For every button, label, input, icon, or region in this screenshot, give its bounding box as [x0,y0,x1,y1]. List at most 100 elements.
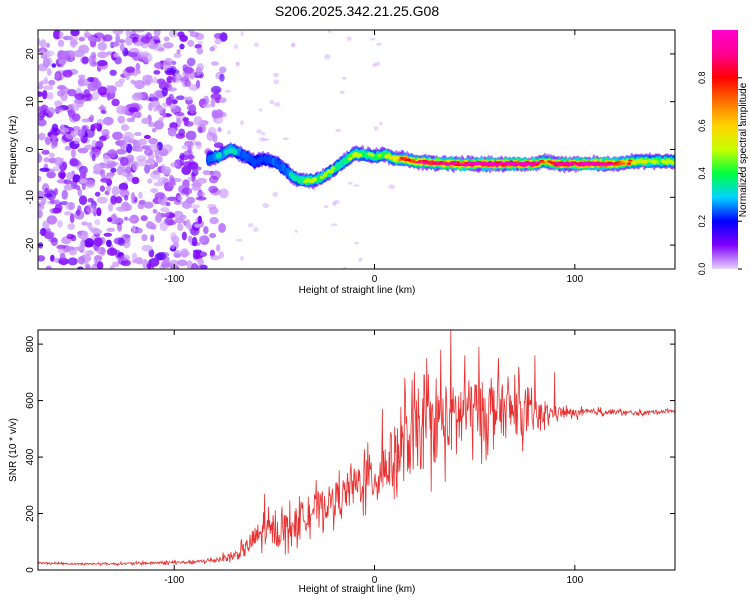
heatmap-ridge-cell [581,163,587,166]
heatmap-noise-cell [217,127,222,133]
heatmap-ridge-cell [252,157,257,167]
heatmap-noise-cell [176,49,181,54]
heatmap-noise-cell [150,225,157,230]
heatmap-noise-cell [195,141,202,150]
heatmap-noise-cell [208,206,219,215]
heatmap-noise-cell [258,137,266,142]
heatmap-noise-cell [45,42,51,48]
heatmap-noise-cell [181,144,188,150]
heatmap-y-tick-label: -10 [25,190,36,205]
heatmap-y-tick-label: -20 [25,237,36,252]
heatmap-noise-cell [240,120,244,126]
heatmap-noise-cell [373,126,379,131]
heatmap-noise-cell [85,180,96,188]
heatmap-noise-cell [158,81,170,91]
heatmap-ridge-cell [508,164,514,166]
heatmap-noise-cell [196,191,206,198]
heatmap-ridge-cell [330,166,336,171]
heatmap-noise-cell [240,31,244,37]
heatmap-noise-cell [197,258,205,265]
heatmap-noise-cell [117,115,126,124]
heatmap-noise-cell [38,209,43,219]
heatmap-noise-cell [91,228,103,235]
colorbar-tick-label: 0.4 [697,167,707,180]
heatmap-noise-cell [282,137,290,141]
heatmap-noise-cell [172,69,180,75]
heatmap-noise-cell [163,36,170,42]
heatmap-noise-cell [209,233,217,239]
heatmap-ridge-cell [347,156,353,161]
heatmap-noise-cell [46,107,56,116]
heatmap-noise-cell [187,39,195,47]
heatmap-noise-cell [41,195,47,205]
heatmap-noise-cell [84,30,90,39]
heatmap-noise-cell [70,148,76,158]
heatmap-noise-cell [170,162,179,168]
colorbar-tick-label: 0.2 [697,215,707,228]
heatmap-noise-cell [39,230,47,235]
heatmap-noise-cell [117,206,127,213]
heatmap-noise-cell [55,72,61,80]
snr-y-tick-label: 800 [25,335,36,352]
heatmap-ridge-cell [431,160,437,163]
heatmap-noise-cell [193,116,203,126]
heatmap-noise-cell [202,170,211,176]
snr-series-line [38,330,675,567]
heatmap-noise-cell [106,160,117,169]
heatmap-noise-cell [38,84,44,90]
heatmap-noise-cell [138,191,143,199]
heatmap-noise-cell [208,175,219,184]
heatmap-noise-cell [127,217,137,222]
heatmap-noise-cell [113,52,120,58]
heatmap-noise-cell [348,181,353,185]
heatmap-noise-cell [191,186,201,191]
heatmap-noise-cell [186,96,193,101]
snr-x-ticks: -100 0 100 [164,330,584,586]
heatmap-noise-cell [185,73,197,78]
heatmap-noise-cell [214,38,222,45]
heatmap-noise-cell [121,168,132,177]
heatmap-noise-cell [77,266,84,269]
heatmap-noise-cell [62,127,69,133]
heatmap-noise-cell [210,255,221,261]
heatmap-noise-cell [162,42,174,49]
heatmap-noise-cell [175,95,185,101]
heatmap-ridge-cell [541,161,546,164]
heatmap-noise-cell [104,190,110,196]
heatmap-noise-cell [211,44,218,50]
heatmap-noise-cell [149,93,155,98]
heatmap-noise-cell [89,114,95,122]
heatmap-ridge-cell [416,161,421,164]
heatmap-noise-cell [171,235,180,244]
snr-panel: 0 200 400 600 800 -100 0 100 SNR (10 * v/v) He… [8,329,676,595]
heatmap-noise-cell [269,99,275,105]
heatmap-noise-cell [133,30,145,33]
heatmap-noise-cell [97,86,108,96]
heatmap-noise-cell [72,126,81,132]
heatmap-noise-cell [91,139,97,148]
heatmap-noise-cell [162,144,173,154]
heatmap-noise-cell [194,223,201,228]
heatmap-noise-cell [166,220,177,226]
heatmap-noise-cell [347,36,352,42]
heatmap-noise-cell [111,186,120,197]
heatmap-ridge-cell [670,160,675,165]
heatmap-noise-cell [124,195,129,201]
heatmap-noise-cell [110,41,120,47]
heatmap-noise-cell [333,200,340,204]
heatmap-noise-cell [187,161,199,170]
heatmap-noise-cell [165,96,173,106]
heatmap-noise-cell [330,223,338,227]
heatmap-noise-cell [105,239,112,248]
heatmap-noise-cell [187,176,193,182]
heatmap-noise-cell [96,207,102,217]
heatmap-ridge-cell [259,154,264,163]
heatmap-noise-cell [256,129,263,134]
heatmap-noise-cell [156,251,167,261]
heatmap-noise-cell [199,264,208,269]
heatmap-noise-cell [51,123,59,133]
heatmap-noise-cell [68,202,74,210]
heatmap-noise-cell [192,249,203,254]
heatmap-noise-cell [57,220,63,228]
heatmap-noise-cell [216,244,221,252]
